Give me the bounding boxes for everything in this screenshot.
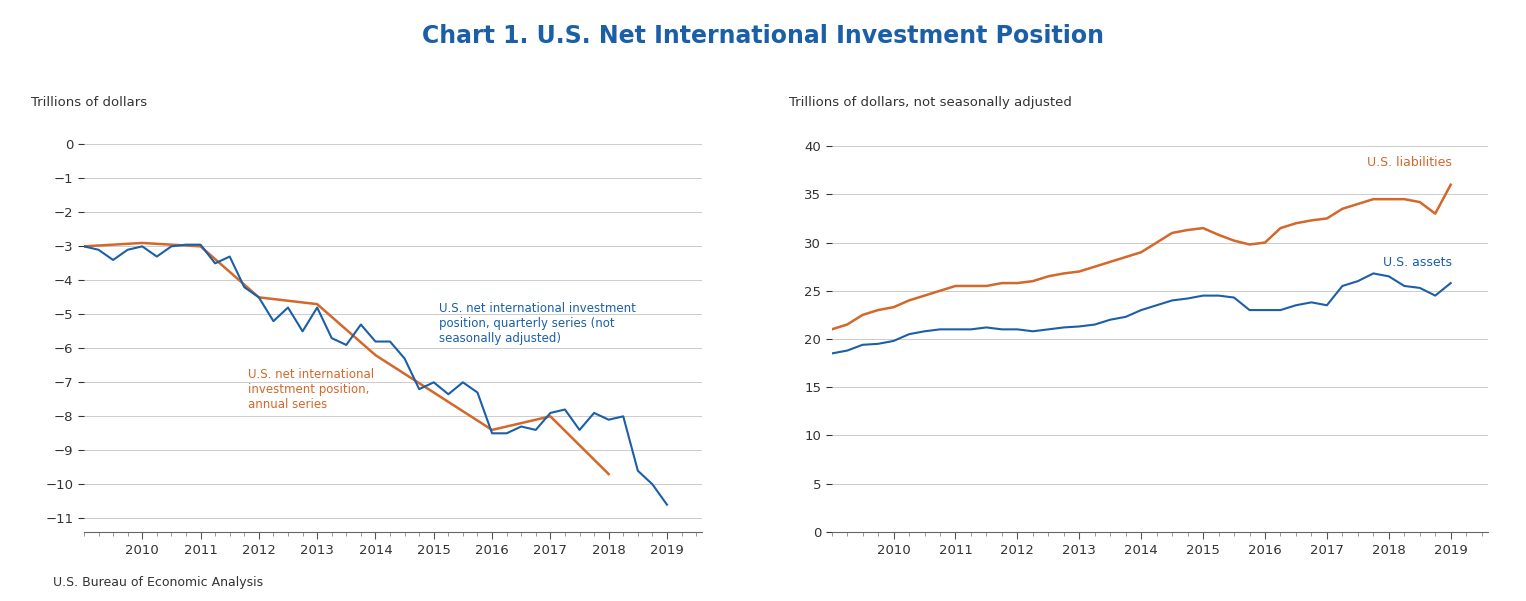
Text: Trillions of dollars: Trillions of dollars bbox=[32, 96, 148, 109]
Text: U.S. liabilities: U.S. liabilities bbox=[1367, 156, 1451, 169]
Text: U.S. assets: U.S. assets bbox=[1383, 255, 1451, 269]
Text: U.S. Bureau of Economic Analysis: U.S. Bureau of Economic Analysis bbox=[53, 576, 264, 589]
Text: U.S. net international investment
position, quarterly series (not
seasonally adj: U.S. net international investment positi… bbox=[439, 302, 636, 345]
Text: Chart 1. U.S. Net International Investment Position: Chart 1. U.S. Net International Investme… bbox=[423, 24, 1103, 48]
Text: U.S. net international
investment position,
annual series: U.S. net international investment positi… bbox=[247, 368, 374, 411]
Text: Trillions of dollars, not seasonally adjusted: Trillions of dollars, not seasonally adj… bbox=[789, 96, 1071, 109]
